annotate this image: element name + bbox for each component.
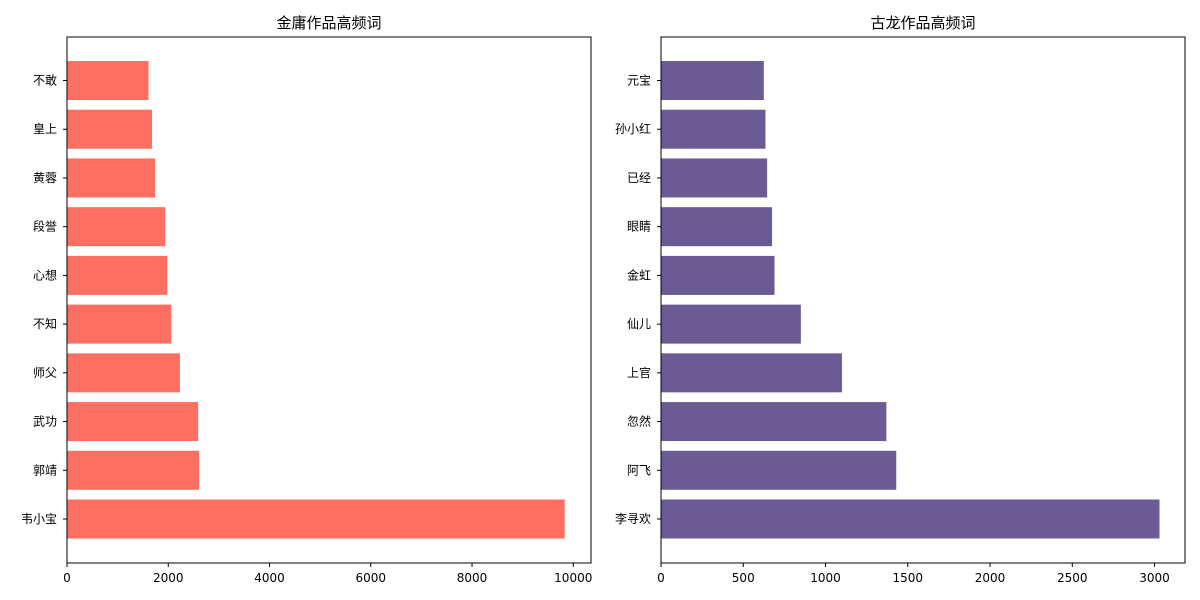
y-tick-label: 仙儿 (627, 317, 651, 331)
bar-7 (661, 158, 768, 198)
x-tick-label: 1000 (810, 571, 841, 585)
axes-frame (660, 36, 1186, 564)
bars-group (661, 61, 1160, 539)
x-tick-labels: 0 2000 4000 6000 8000 10000 (63, 563, 592, 585)
y-tick-label: 师父 (33, 366, 57, 380)
bar-8 (67, 109, 153, 149)
gulong-chart: 古龙作品高频词 李寻欢 阿飞 忽然 上官 仙儿 金虹 眼睛 已经 孙小红 元宝 0 500 1000 1… (615, 14, 1186, 585)
y-tick-label: 上官 (627, 365, 651, 380)
x-tick-label: 1500 (893, 571, 924, 585)
x-tick-label: 10000 (554, 571, 592, 585)
y-tick-label: 郭靖 (33, 463, 57, 477)
y-tick-labels: 韦小宝 郭靖 武功 师父 不知 心想 段誉 黄蓉 皇上 不敢 (21, 74, 67, 526)
y-tick-label: 忽然 (627, 414, 651, 429)
bar-2 (67, 402, 199, 442)
bar-1 (67, 450, 200, 490)
y-tick-label: 心想 (33, 267, 57, 282)
y-tick-label: 金虹 (627, 267, 651, 282)
bar-4 (661, 304, 801, 344)
bar-6 (661, 207, 773, 247)
bar-5 (67, 255, 168, 295)
bars-group (67, 61, 565, 539)
y-tick-label: 眼睛 (627, 220, 651, 234)
y-tick-label: 不知 (33, 317, 57, 331)
x-tick-label: 4000 (254, 571, 285, 585)
x-tick-label: 2000 (153, 571, 184, 585)
x-tick-label: 8000 (457, 571, 488, 585)
y-tick-label: 李寻欢 (615, 511, 651, 526)
y-tick-label: 韦小宝 (21, 512, 57, 526)
bar-4 (67, 304, 172, 344)
bar-2 (661, 402, 887, 442)
y-tick-label: 已经 (627, 171, 651, 185)
bar-9 (661, 61, 764, 101)
y-tick-label: 黄蓉 (33, 171, 57, 185)
x-tick-label: 3000 (1139, 571, 1170, 585)
chart-title-gulong: 古龙作品高频词 (870, 14, 975, 32)
y-tick-labels: 李寻欢 阿飞 忽然 上官 仙儿 金虹 眼睛 已经 孙小红 元宝 (615, 74, 661, 526)
x-tick-label: 0 (657, 571, 665, 585)
chart-title-jinyong: 金庸作品高频词 (276, 14, 381, 32)
bar-3 (661, 353, 842, 393)
x-tick-label: 6000 (355, 571, 386, 585)
x-tick-labels: 0 500 1000 1500 2000 2500 3000 (657, 563, 1170, 585)
y-tick-label: 武功 (33, 415, 57, 429)
y-tick-label: 元宝 (627, 74, 651, 88)
jinyong-chart: 金庸作品高频词 韦小宝 郭靖 武功 师父 不知 心想 段誉 黄蓉 皇上 不敢 0 2000 4000 6… (21, 14, 592, 585)
x-tick-label: 0 (63, 571, 71, 585)
axes-frame (66, 36, 592, 564)
bar-8 (661, 109, 766, 149)
bar-9 (67, 61, 149, 101)
bar-3 (67, 353, 180, 393)
x-tick-label: 2500 (1057, 571, 1088, 585)
bar-0 (661, 499, 1160, 539)
y-tick-label: 皇上 (33, 122, 57, 136)
bar-1 (661, 450, 897, 490)
x-tick-label: 2000 (975, 571, 1006, 585)
y-tick-label: 不敢 (33, 74, 57, 88)
y-tick-label: 段誉 (33, 219, 57, 234)
bar-6 (67, 207, 166, 247)
bar-5 (661, 255, 775, 295)
y-tick-label: 阿飞 (627, 463, 651, 477)
bar-7 (67, 158, 156, 198)
bar-0 (67, 499, 565, 539)
x-tick-label: 500 (732, 571, 755, 585)
y-tick-label: 孙小红 (615, 121, 651, 136)
